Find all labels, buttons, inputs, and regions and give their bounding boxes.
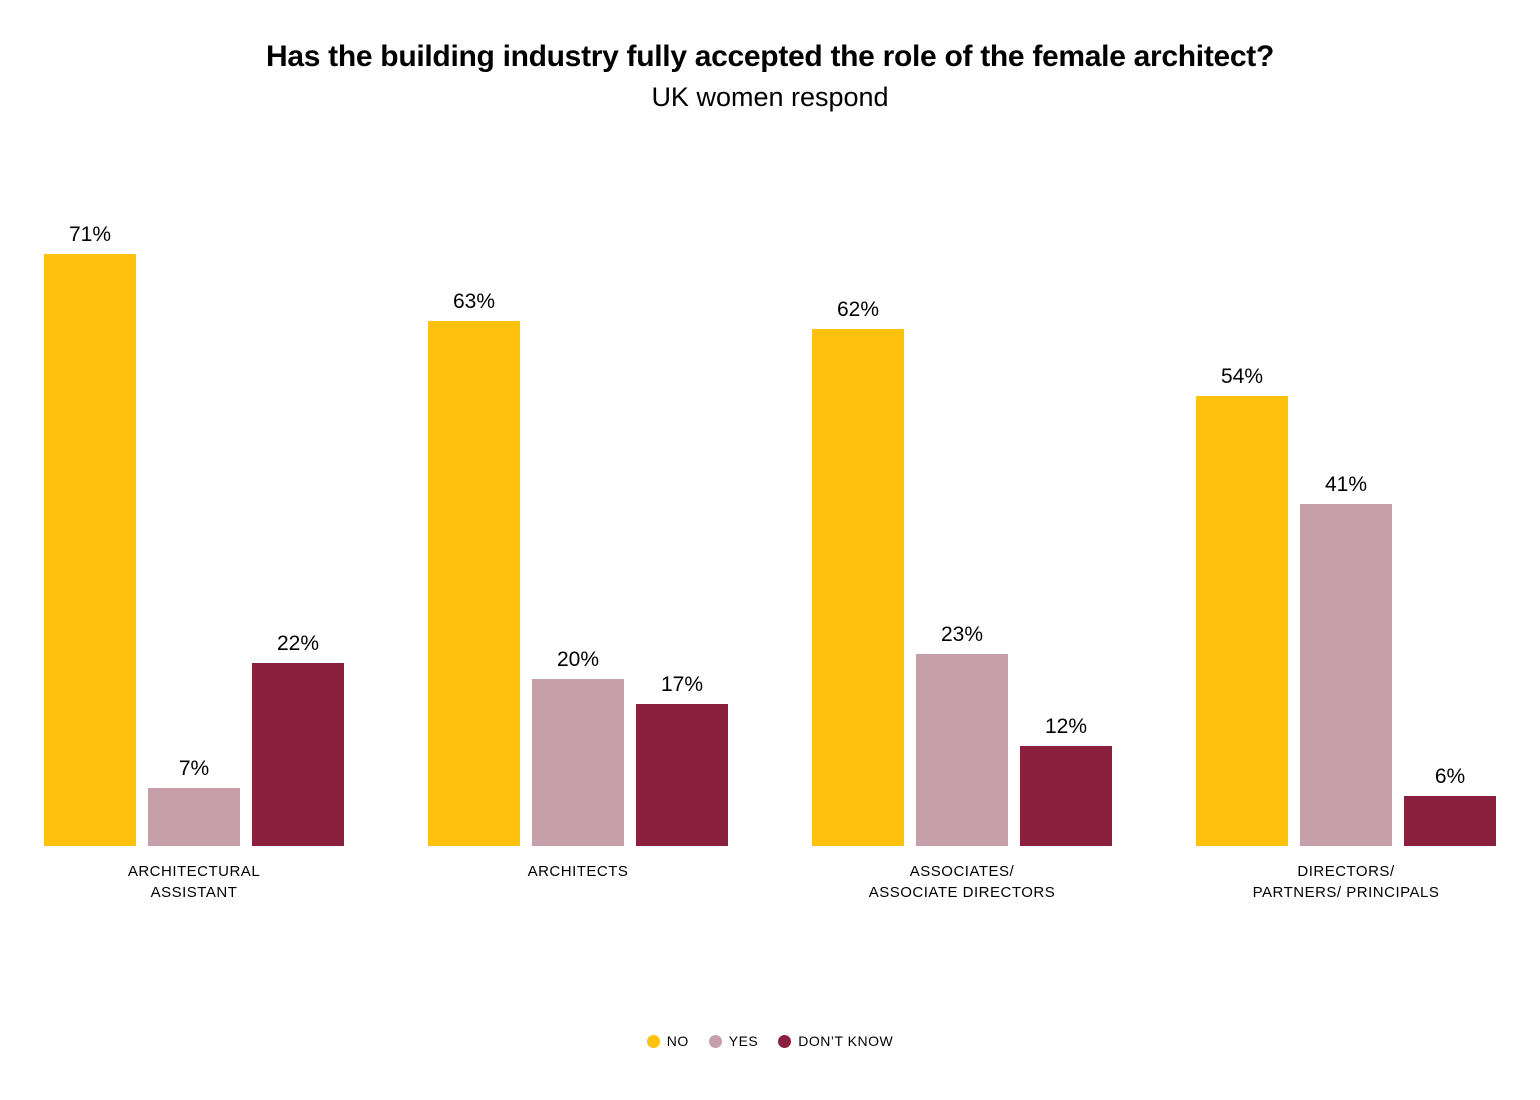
- legend-item-no: NO: [646, 1033, 689, 1049]
- chart-title: Has the building industry fully accepted…: [266, 40, 1274, 73]
- legend: NO YES DON’T KNOW: [0, 1033, 1540, 1049]
- bar-no: 54%: [1196, 365, 1288, 846]
- legend-dot-dont-know-icon: [778, 1034, 792, 1048]
- bars: 54% 41% 6%: [1196, 246, 1496, 846]
- category-label: ARCHITECTS: [527, 863, 629, 880]
- legend-label-no: NO: [666, 1033, 689, 1049]
- bar-value-label: 17%: [660, 673, 704, 697]
- bar-value-label: 71%: [68, 223, 112, 247]
- legend-item-dont-know: DON’T KNOW: [778, 1033, 893, 1049]
- legend-dot-yes-icon: [708, 1034, 722, 1048]
- bar-chart: 71% 7% 22% ARCHITECTURAL ASSISTANT 63% 20% 17% A…: [0, 223, 1540, 903]
- legend-dot-no-icon: [646, 1034, 660, 1048]
- bar-no: 71%: [44, 223, 136, 846]
- bar-yes: 7%: [148, 757, 240, 846]
- legend-label-yes: YES: [728, 1033, 759, 1049]
- bar-yes: 20%: [532, 648, 624, 846]
- bars: 71% 7% 22%: [44, 223, 344, 846]
- bar-group-architects: 63% 20% 17% ARCHITECTS: [428, 246, 728, 903]
- bar-don-t-know: 17%: [636, 673, 728, 846]
- legend-label-dont-know: DON’T KNOW: [798, 1033, 894, 1049]
- bar-value-label: 20%: [556, 648, 600, 672]
- bar-no: 63%: [428, 290, 520, 846]
- bar-value-label: 12%: [1044, 715, 1088, 738]
- bar-yes: 23%: [916, 623, 1008, 846]
- legend-item-yes: YES: [708, 1033, 759, 1049]
- category-label: DIRECTORS/PARTNERS/ PRINCIPALS: [1252, 863, 1440, 901]
- bars: 62% 23% 12%: [812, 246, 1112, 846]
- bar-don-t-know: 6%: [1404, 765, 1496, 846]
- bar-value-label: 6%: [1434, 765, 1466, 788]
- bar-value-label: 41%: [1324, 473, 1368, 497]
- bar-value-label: 23%: [940, 623, 984, 647]
- bar-group-directors-partners-principals: 54% 41% 6% DIRECTORS/PARTNERS/ PRINCIPALS: [1196, 246, 1496, 903]
- bar-don-t-know: 12%: [1020, 715, 1112, 846]
- bar-value-label: 22%: [276, 631, 320, 655]
- bar-yes: 41%: [1300, 473, 1392, 846]
- category-label: ASSOCIATES/ASSOCIATE DIRECTORS: [868, 863, 1056, 901]
- bar-no: 62%: [812, 298, 904, 846]
- bar-don-t-know: 22%: [252, 632, 344, 846]
- chart-subtitle: UK women respond: [651, 82, 889, 112]
- category-label: ARCHITECTURAL ASSISTANT: [127, 863, 261, 901]
- bar-group-architectural-assistant: 71% 7% 22% ARCHITECTURAL ASSISTANT: [44, 223, 344, 903]
- chart-page: Has the building industry fully accepted…: [0, 40, 1540, 1100]
- bar-value-label: 63%: [452, 290, 496, 313]
- bar-value-label: 7%: [178, 756, 210, 780]
- bar-group-associates-associate-directors: 62% 23% 12% ASSOCIATES/ASSOCIATE DIRECTORS: [812, 246, 1112, 903]
- bars: 63% 20% 17%: [428, 246, 728, 846]
- bar-value-label: 62%: [836, 298, 880, 322]
- bar-value-label: 54%: [1220, 365, 1264, 388]
